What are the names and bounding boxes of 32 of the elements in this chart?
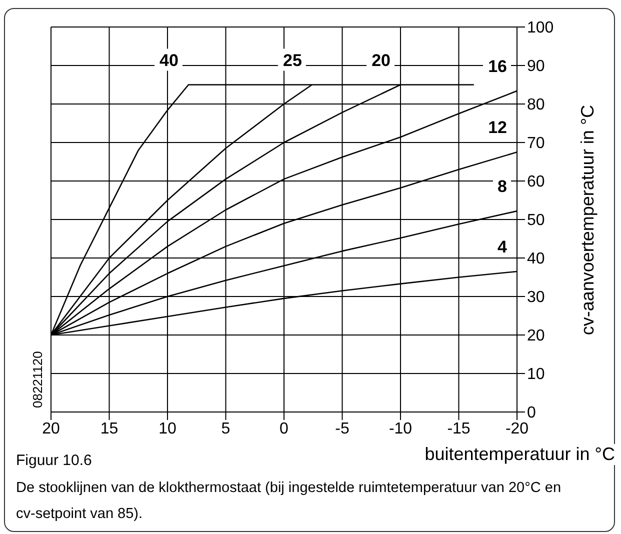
x-tick-label: -20 [505,420,529,438]
x-tick-label: 5 [221,420,230,438]
y-tick-label: 0 [527,404,536,422]
series-label: 16 [488,56,507,76]
y-tick-label: 10 [527,366,545,384]
series-label: 8 [498,177,507,196]
x-tick-label: 20 [42,420,60,438]
y-tick-label: 80 [527,96,545,114]
y-tick-label: 90 [527,58,545,76]
x-tick-label: 10 [158,420,176,438]
y-tick-label: 70 [527,135,545,152]
x-axis-title: buitentemperatuur in °C [424,444,615,465]
y-tick-label: 60 [527,174,545,191]
y-tick-label: 40 [527,250,545,268]
x-tick-label: -10 [388,420,412,438]
series-label: 4 [498,237,508,256]
series-label: 40 [160,50,178,70]
y-tick-label: 100 [527,20,554,37]
y-tick-label: 30 [527,289,545,306]
x-tick-label: -15 [447,420,470,438]
text: De stooklijnen van de klokthermostaat (bij ingestelde ruimtetemperatuur van 20°C en cv-setpoint van 85). [16,479,562,524]
y-tick-label: 20 [527,328,545,345]
text: Figuur 10.6 [16,451,93,471]
y-axis-title: cv-aanvoertemperatuur in °C [578,104,598,336]
series-label: 12 [488,118,507,138]
x-tick-label: 0 [280,420,289,438]
text: 08221120 [30,351,45,408]
series-label: 25 [283,50,302,70]
x-tick-label: 15 [100,420,118,438]
x-tick-label: -5 [335,420,350,438]
series-label: 20 [372,50,390,70]
y-tick-label: 50 [527,212,545,230]
